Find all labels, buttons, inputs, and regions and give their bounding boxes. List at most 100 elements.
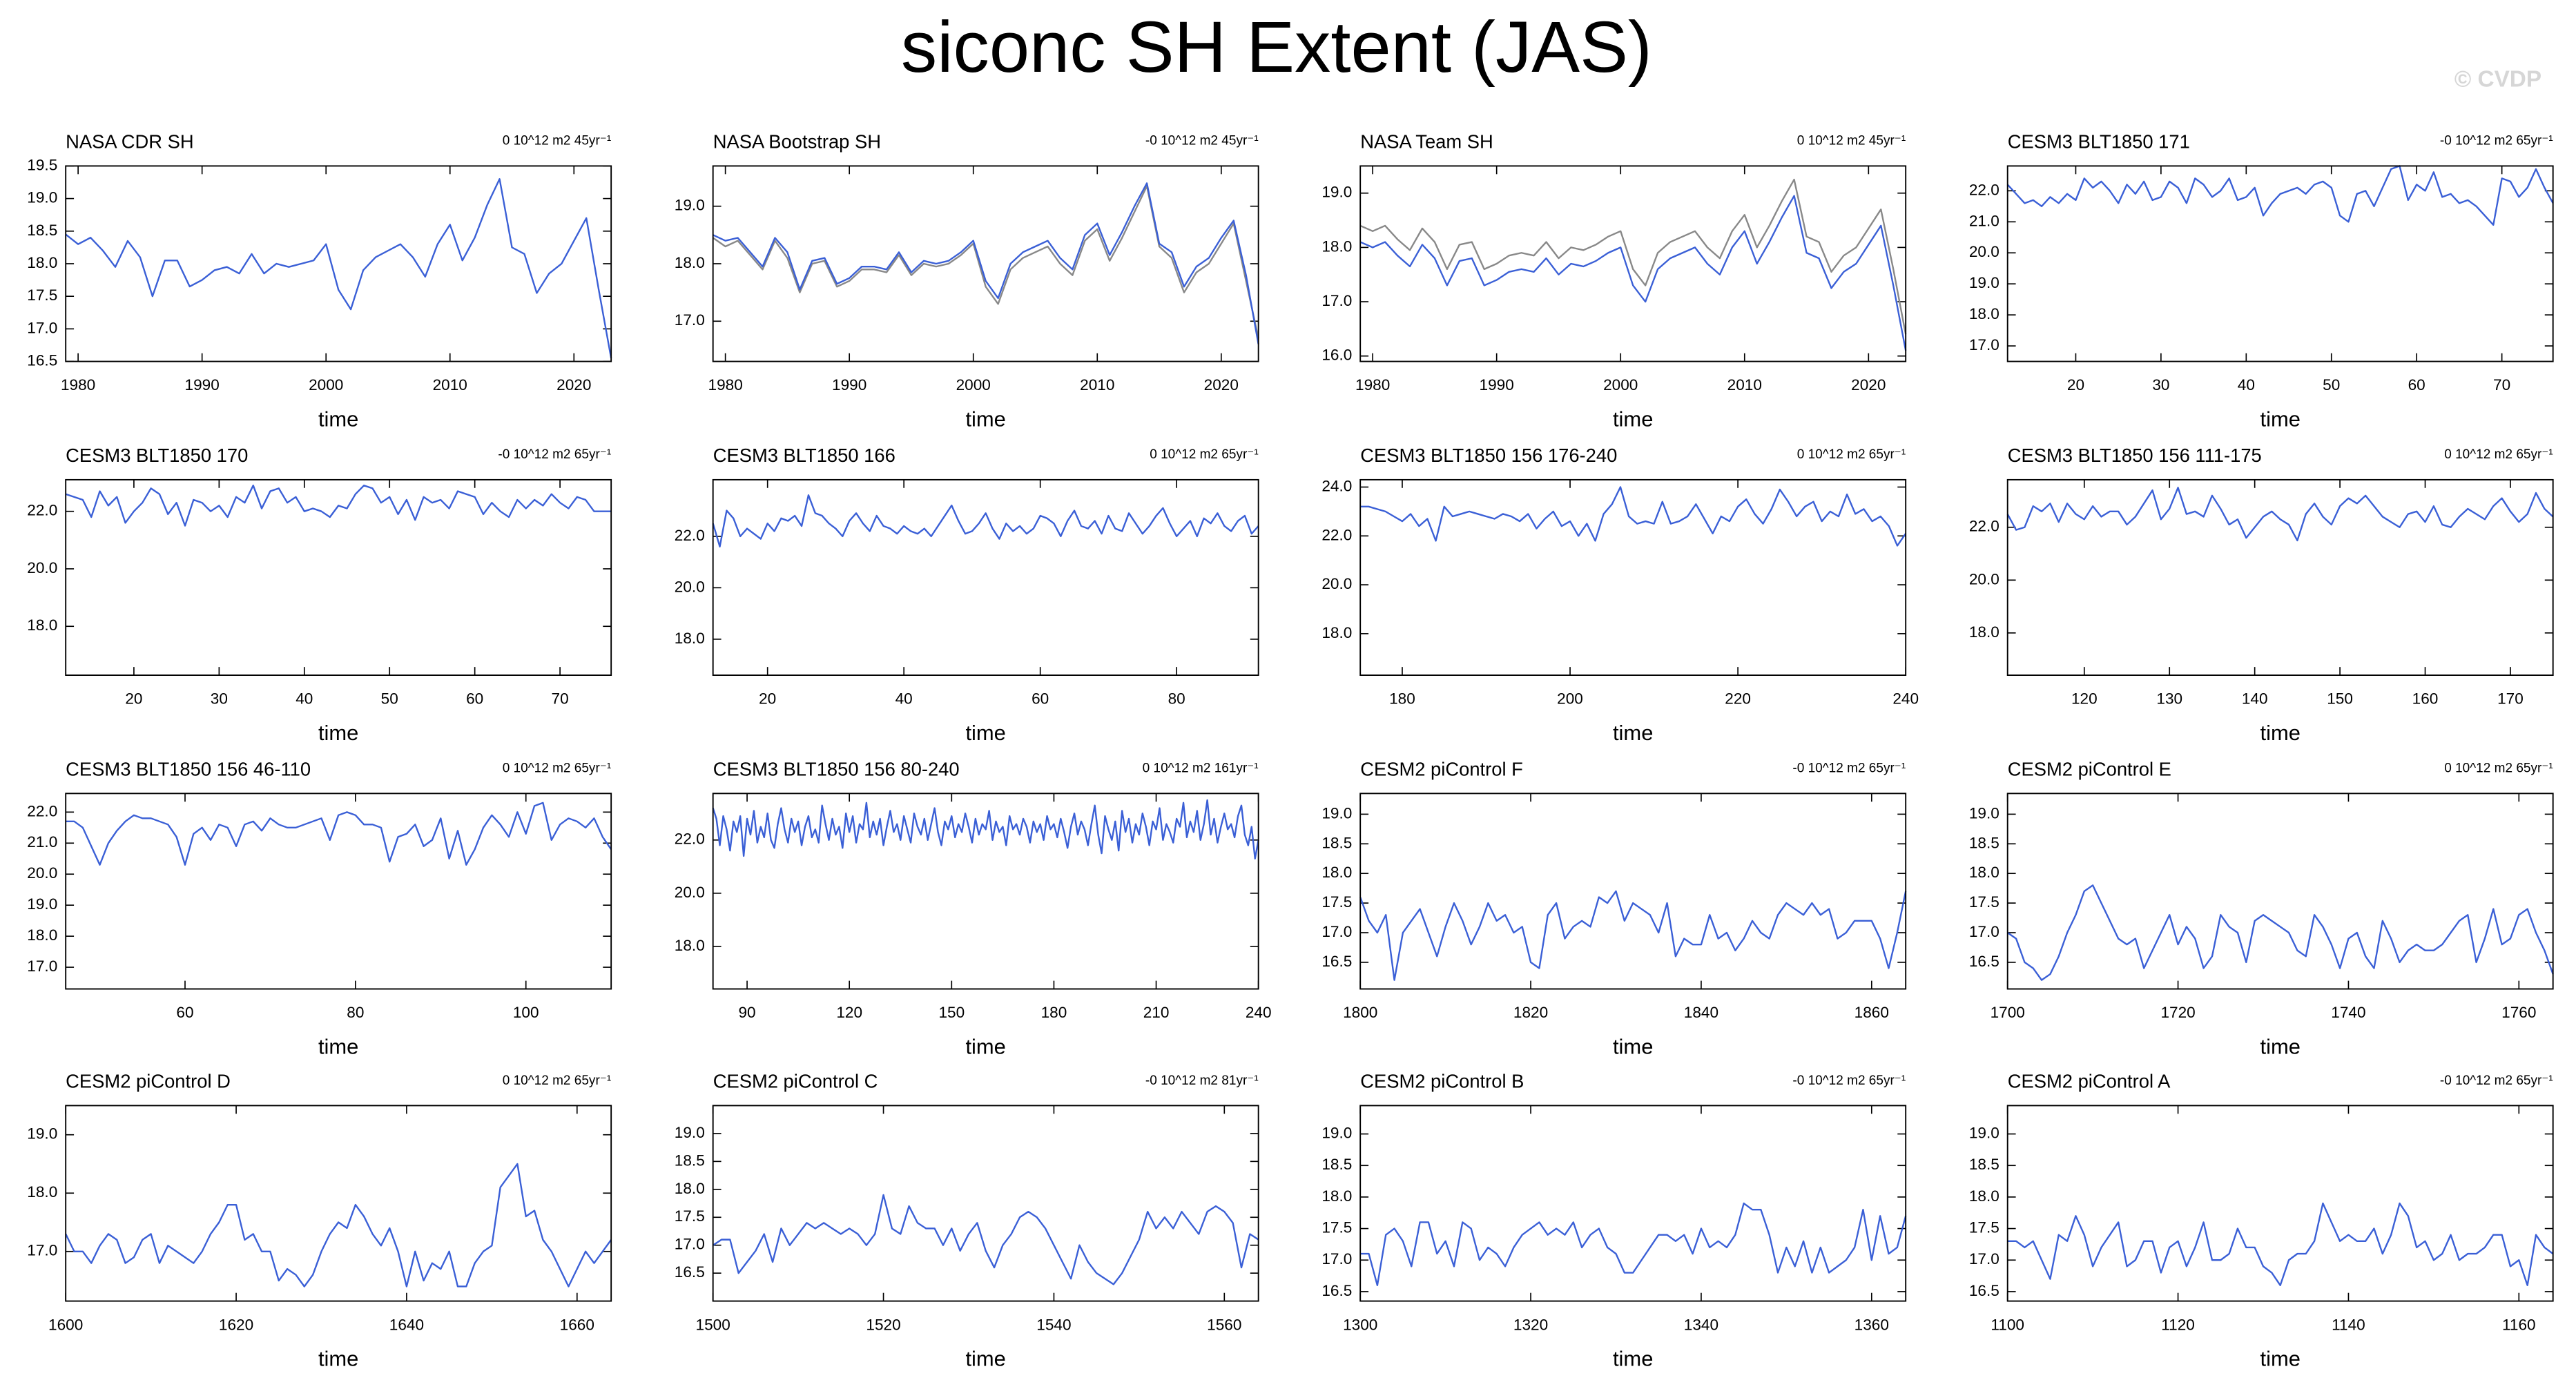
y-tick-label: 22.0	[27, 802, 57, 819]
x-tick-label: 80	[1168, 690, 1185, 708]
panel-title: CESM3 BLT1850 156 46-110	[66, 758, 311, 779]
series-line	[2007, 1202, 2554, 1286]
x-tick-label: 1990	[1480, 376, 1514, 394]
y-tick-label: 18.0	[27, 1183, 57, 1201]
y-tick-label: 17.0	[675, 311, 705, 329]
x-tick-label: 140	[2242, 690, 2268, 708]
y-tick-label: 18.0	[1969, 623, 1999, 641]
series-line	[65, 485, 612, 527]
x-tick-label: 2010	[1080, 376, 1114, 394]
y-tick-label: 19.0	[1321, 1125, 1352, 1142]
y-tick-label: 19.0	[27, 189, 57, 206]
plot-frame	[712, 1105, 1259, 1302]
y-tick-label: 19.5	[27, 156, 57, 173]
y-tick-label: 20.0	[1969, 570, 1999, 587]
plot-frame	[1359, 1105, 1907, 1302]
y-tick-label: 20.0	[1969, 243, 1999, 260]
y-tick-label: 19.0	[675, 1124, 705, 1141]
x-axis-label: time	[965, 1346, 1005, 1370]
x-tick-label: 200	[1557, 690, 1583, 708]
y-tick-label: 17.0	[27, 1242, 57, 1259]
y-tick-label: 20.0	[27, 559, 57, 576]
y-tick-label: 16.5	[1969, 1282, 1999, 1299]
x-tick-label: 210	[1143, 1004, 1170, 1021]
y-tick-label: 18.5	[1321, 834, 1352, 851]
y-tick-label: 17.0	[27, 319, 57, 336]
x-tick-label: 1620	[219, 1316, 253, 1333]
x-tick-label: 30	[211, 690, 228, 708]
y-tick-label: 18.0	[675, 1180, 705, 1197]
x-tick-label: 240	[1892, 690, 1919, 708]
x-tick-label: 20	[2067, 376, 2084, 394]
panel-title: CESM2 piControl B	[1360, 1070, 1524, 1091]
y-tick-label: 17.0	[27, 958, 57, 975]
x-axis-label: time	[965, 721, 1005, 745]
y-tick-label: 20.0	[27, 864, 57, 882]
x-tick-label: 1660	[560, 1316, 594, 1333]
y-tick-label: 17.5	[1969, 1219, 1999, 1236]
y-tick-label: 17.5	[1321, 1219, 1352, 1236]
panel-title: NASA Bootstrap SH	[713, 130, 881, 152]
x-tick-label: 1300	[1343, 1316, 1377, 1333]
x-tick-label: 1160	[2502, 1316, 2536, 1333]
plot-frame	[1359, 165, 1907, 362]
x-tick-label: 60	[176, 1004, 193, 1021]
series-line	[1359, 178, 1907, 335]
x-tick-label: 60	[1032, 690, 1049, 708]
y-tick-label: 19.0	[1969, 274, 1999, 291]
x-tick-label: 160	[2412, 690, 2439, 708]
y-tick-label: 22.0	[1969, 518, 1999, 535]
x-tick-label: 130	[2156, 690, 2182, 708]
x-axis-label: time	[2260, 1034, 2300, 1058]
panel-trend: -0 10^12 m2 65yr⁻¹	[2440, 1074, 2553, 1088]
series-line	[712, 799, 1259, 859]
plot-frame	[2006, 793, 2554, 990]
x-axis-label: time	[2260, 1346, 2300, 1370]
x-tick-label: 90	[738, 1004, 755, 1021]
panel-title: CESM2 piControl D	[66, 1070, 231, 1091]
x-tick-label: 20	[125, 690, 142, 708]
panel-trend: -0 10^12 m2 65yr⁻¹	[498, 447, 611, 462]
plot-frame	[65, 165, 612, 362]
x-tick-label: 30	[2152, 376, 2169, 394]
plot-frame	[712, 478, 1259, 676]
series-line	[2006, 165, 2554, 226]
y-tick-label: 20.0	[675, 578, 705, 595]
x-axis-label: time	[318, 721, 358, 745]
y-tick-label: 18.0	[1321, 237, 1352, 255]
x-tick-label: 1600	[48, 1316, 83, 1333]
y-tick-label: 18.5	[1321, 1156, 1352, 1173]
y-tick-label: 18.0	[675, 254, 705, 271]
y-tick-label: 16.5	[1321, 1282, 1352, 1299]
y-tick-label: 18.5	[675, 1152, 705, 1169]
x-tick-label: 2020	[1851, 376, 1886, 394]
y-tick-label: 19.0	[27, 895, 57, 913]
plot-frame	[1359, 793, 1907, 990]
x-tick-label: 40	[2238, 376, 2255, 394]
panel-trend: 0 10^12 m2 65yr⁻¹	[503, 1074, 611, 1088]
y-tick-label: 17.0	[675, 1236, 705, 1253]
y-tick-label: 17.0	[1969, 923, 1999, 940]
x-tick-label: 60	[466, 690, 483, 708]
series-line	[2007, 884, 2554, 981]
panel-title: CESM2 piControl E	[2008, 758, 2171, 779]
panel-title: CESM3 BLT1850 156 111-175	[2008, 445, 2262, 466]
series-line	[2006, 487, 2554, 542]
x-tick-label: 2010	[1727, 376, 1762, 394]
y-tick-label: 22.0	[675, 831, 705, 848]
x-axis-label: time	[2260, 721, 2300, 745]
x-tick-label: 2000	[1603, 376, 1638, 394]
x-tick-label: 70	[2493, 376, 2510, 394]
y-tick-label: 18.0	[27, 254, 57, 271]
y-tick-label: 18.5	[1969, 834, 1999, 851]
y-tick-label: 18.0	[1969, 864, 1999, 881]
series-line	[713, 1194, 1259, 1285]
x-tick-label: 20	[759, 690, 776, 708]
y-tick-label: 16.5	[1321, 953, 1352, 970]
x-tick-label: 180	[1041, 1004, 1067, 1021]
x-axis-label: time	[1613, 1346, 1653, 1370]
y-tick-label: 19.0	[1321, 804, 1352, 822]
x-tick-label: 2000	[309, 376, 343, 394]
y-tick-label: 22.0	[675, 527, 705, 544]
panel-trend: 0 10^12 m2 65yr⁻¹	[1150, 447, 1258, 462]
